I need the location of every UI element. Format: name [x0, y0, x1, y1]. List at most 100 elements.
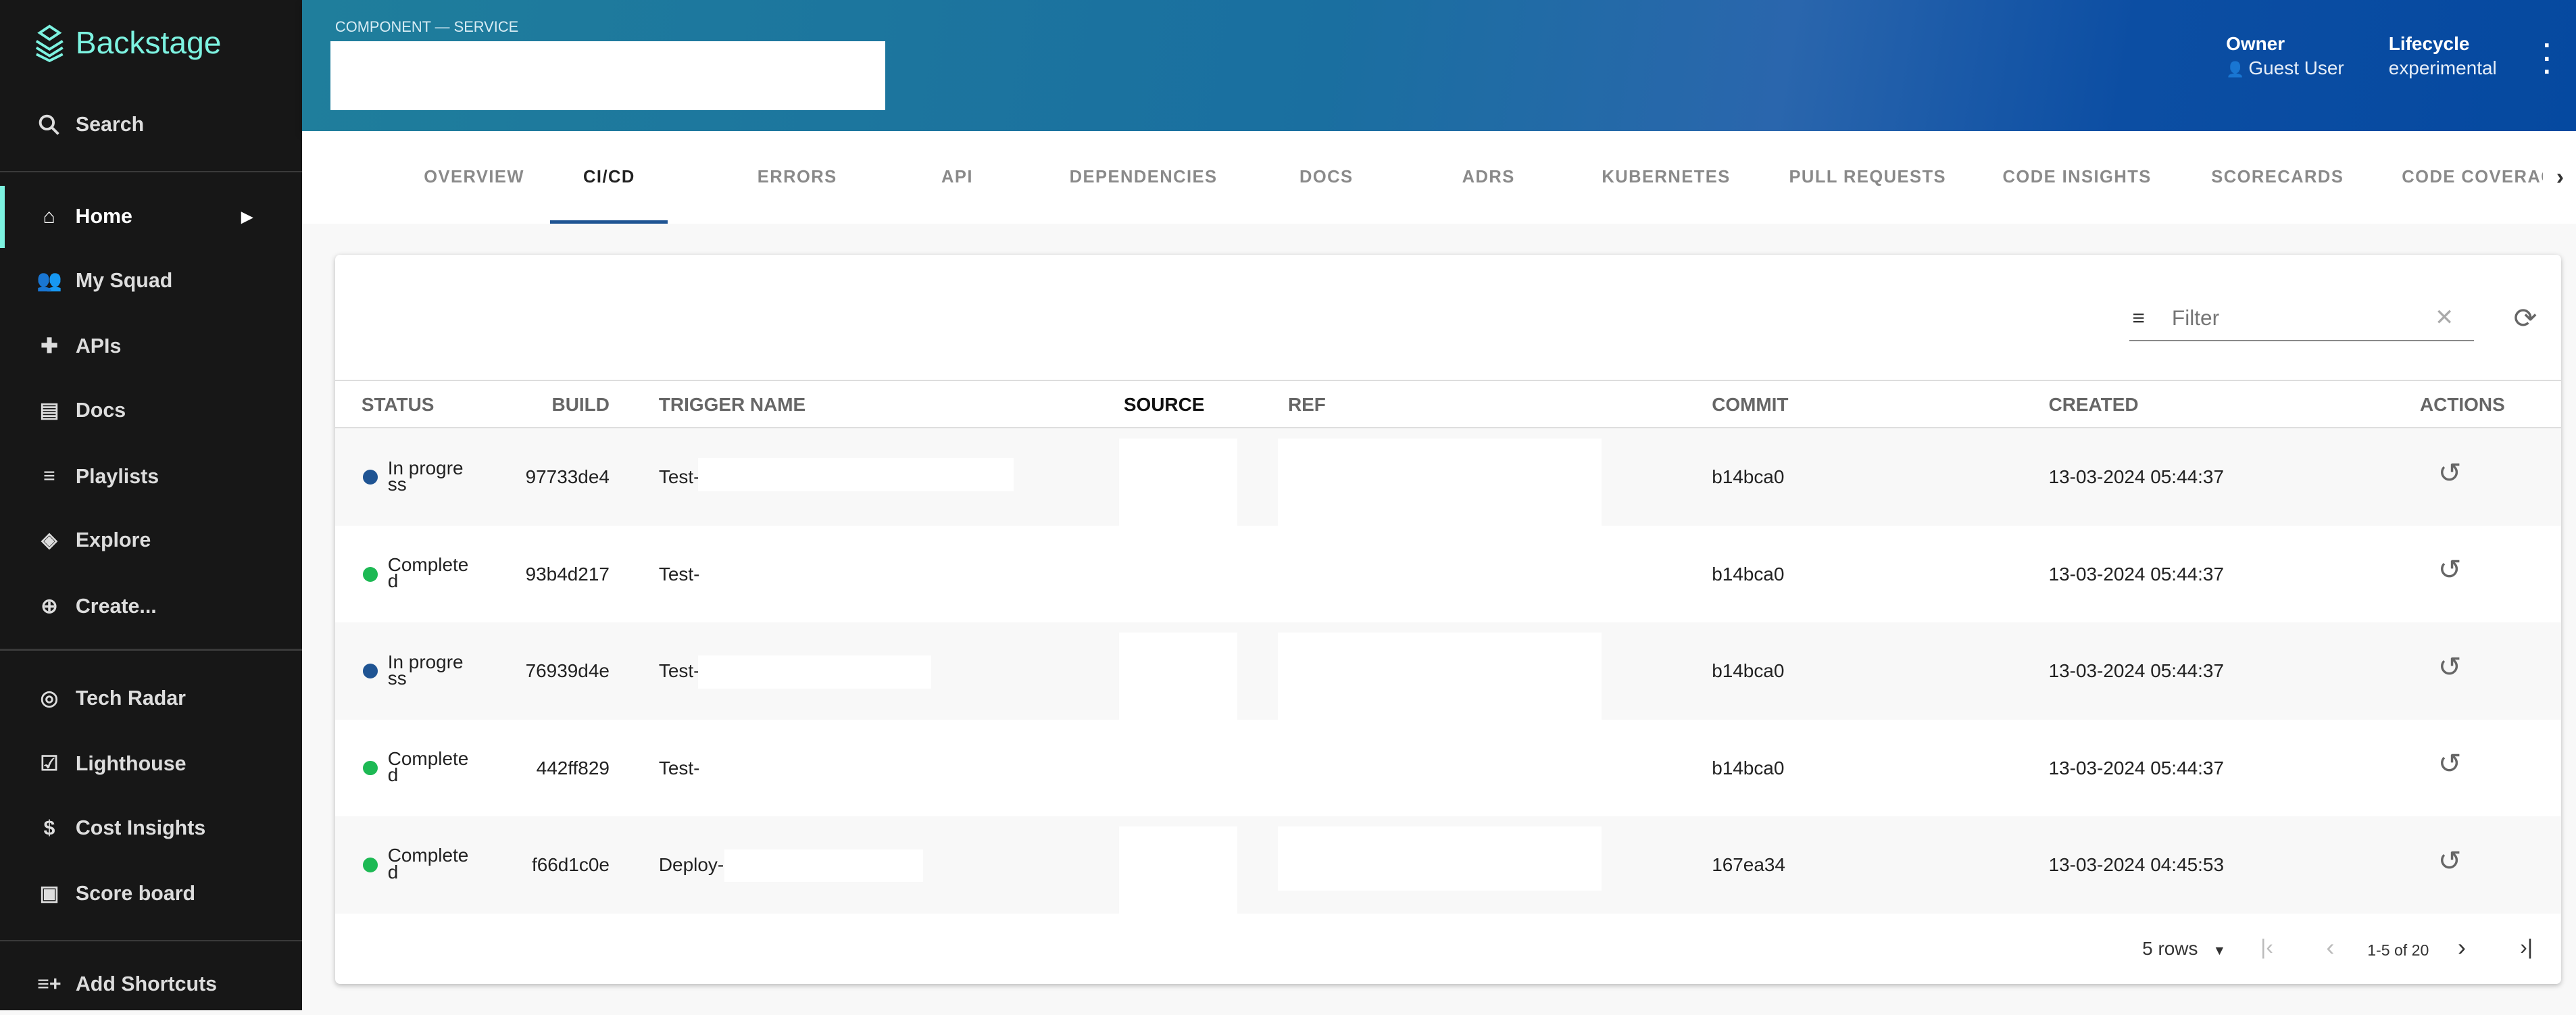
scroll-tabs-right-icon[interactable]: ›	[2556, 164, 2565, 191]
page-range: 1-5 of 20	[2367, 941, 2429, 959]
sidebar-item-lighthouse[interactable]: ☑ Lighthouse	[0, 733, 302, 795]
table-row[interactable]: Completed 93b4d217 Test-b14bca0 13-03-2024 …	[335, 526, 2561, 622]
refresh-icon[interactable]: ⟳	[2513, 303, 2537, 335]
sidebar-item-create[interactable]: ⊕ Create...	[0, 575, 302, 637]
scoreboard-icon: ▣	[39, 881, 59, 905]
tab-errors[interactable]: ERRORS	[757, 168, 837, 187]
commit-hash[interactable]: b14bca0	[1712, 563, 1785, 585]
entity-tabs: OVERVIEW CI/CD ERRORS API DEPENDENCIES D…	[302, 131, 2576, 224]
sidebar-item-cost-insights[interactable]: $ Cost Insights	[0, 797, 302, 859]
build-id[interactable]: 97733de4	[525, 466, 610, 488]
build-id[interactable]: f66d1c0e	[531, 854, 610, 876]
more-vert-icon[interactable]: · · ·	[2543, 31, 2552, 87]
puzzle-icon: ✚	[41, 335, 58, 358]
status-text: In progress	[387, 457, 464, 495]
table-row[interactable]: In progress 97733de4 Test-b14bca0 13-03-202…	[335, 428, 2562, 526]
tab-adrs[interactable]: ADRS	[1462, 168, 1515, 187]
filter-field[interactable]: ≡ ✕	[2129, 301, 2475, 342]
rerun-icon[interactable]: ↺	[2437, 554, 2462, 586]
person-icon: 👤	[2226, 61, 2249, 78]
rows-per-page-value: 5 rows	[2142, 938, 2198, 960]
table-row[interactable]: In progress 76939d4e Test-b14bca0 13-03-202…	[335, 622, 2562, 720]
build-id[interactable]: 442ff829	[536, 757, 610, 778]
redacted-ref	[1278, 439, 1602, 526]
commit-hash[interactable]: b14bca0	[1712, 660, 1785, 682]
column-commit[interactable]: COMMIT	[1712, 394, 1789, 415]
tab-dependencies[interactable]: DEPENDENCIES	[1069, 168, 1218, 187]
filter-input[interactable]	[2169, 303, 2422, 332]
tab-scorecards[interactable]: SCORECARDS	[2211, 168, 2344, 187]
owner-label: Owner	[2226, 32, 2285, 54]
status-text: Completed	[387, 748, 469, 786]
sidebar-search[interactable]: Search	[0, 94, 302, 156]
sidebar-item-playlists[interactable]: ≡ Playlists	[0, 445, 302, 508]
sidebar-item-label: Home	[75, 205, 132, 228]
sidebar-item-my-squad[interactable]: 👥 My Squad	[0, 250, 302, 312]
tab-docs[interactable]: DOCS	[1299, 168, 1354, 187]
playlist-add-icon: ≡+	[37, 972, 61, 995]
column-build[interactable]: BUILD	[551, 394, 610, 415]
status-text: Completed	[387, 845, 469, 883]
last-page-icon[interactable]: ›|	[2520, 935, 2533, 960]
redacted-trigger	[698, 655, 932, 689]
commit-hash[interactable]: 167ea34	[1712, 854, 1785, 876]
sidebar-item-docs[interactable]: ▤ Docs	[0, 380, 302, 442]
sidebar-item-explore[interactable]: ◈ Explore	[0, 510, 302, 572]
backstage-logo-icon	[35, 24, 64, 63]
sidebar: Backstage Search ⌂ Home ▶ 👥 My Squad ✚ API…	[0, 0, 303, 1011]
pagination: 5 rows ▼ |‹ ‹ 1-5 of 20 › ›|	[335, 914, 2561, 985]
doc-icon: ▤	[39, 399, 59, 422]
sidebar-search-label: Search	[75, 113, 145, 137]
sidebar-divider	[0, 939, 303, 941]
sidebar-item-tech-radar[interactable]: ◎ Tech Radar	[0, 667, 302, 729]
column-source[interactable]: SOURCE	[1123, 394, 1205, 415]
backstage-logo[interactable]: Backstage	[33, 23, 221, 63]
rows-per-page-select[interactable]: 5 rows ▼	[2142, 938, 2226, 960]
created-time: 13-03-2024 05:44:37	[2048, 563, 2224, 585]
commit-hash[interactable]: b14bca0	[1712, 466, 1785, 488]
clear-icon[interactable]: ✕	[2434, 304, 2454, 330]
trigger-name: Test-	[658, 563, 700, 585]
rerun-icon[interactable]: ↺	[2437, 457, 2462, 489]
trigger-name: Test-	[658, 757, 700, 778]
rerun-icon[interactable]: ↺	[2437, 651, 2462, 683]
sidebar-item-score-board[interactable]: ▣ Score board	[0, 862, 302, 924]
build-id[interactable]: 93b4d217	[525, 563, 610, 585]
tab-pull-requests[interactable]: PULL REQUESTS	[1789, 168, 1947, 187]
build-id[interactable]: 76939d4e	[525, 660, 610, 682]
tab-api[interactable]: API	[941, 168, 973, 187]
tab-code-insights[interactable]: CODE INSIGHTS	[2002, 168, 2152, 187]
tab-ci-cd[interactable]: CI/CD	[551, 131, 667, 224]
first-page-icon[interactable]: |‹	[2260, 935, 2273, 960]
table-row[interactable]: Completed f66d1c0e Deploy- 167ea34 13-03-202…	[335, 816, 2562, 914]
tab-code-coverage[interactable]: CODE COVERAG	[2402, 168, 2544, 187]
previous-page-icon[interactable]: ‹	[2326, 933, 2335, 961]
dropdown-arrow-icon: ▼	[2212, 943, 2227, 959]
created-time: 13-03-2024 05:44:37	[2048, 660, 2224, 682]
tab-kubernetes[interactable]: KUBERNETES	[1602, 168, 1731, 187]
next-page-icon[interactable]: ›	[2457, 933, 2467, 961]
status-dot-icon	[363, 858, 378, 872]
group-icon: 👥	[36, 269, 62, 293]
column-created[interactable]: CREATED	[2048, 394, 2139, 415]
rerun-icon[interactable]: ↺	[2437, 748, 2462, 780]
column-ref[interactable]: REF	[1287, 394, 1326, 415]
redacted-trigger	[724, 849, 924, 883]
column-trigger-name[interactable]: TRIGGER NAME	[658, 394, 806, 415]
rerun-icon[interactable]: ↺	[2437, 845, 2462, 876]
owner-info[interactable]: Owner 👤 Guest User	[2226, 33, 2344, 80]
filter-list-icon: ≡	[2132, 305, 2145, 330]
redacted-source	[1118, 439, 1237, 526]
column-status[interactable]: STATUS	[361, 394, 435, 415]
sidebar-add-shortcuts[interactable]: ≡+ Add Shortcuts	[0, 953, 302, 1015]
status-text: In progress	[387, 651, 464, 689]
sidebar-item-home[interactable]: ⌂ Home ▶	[0, 185, 307, 249]
sidebar-item-apis[interactable]: ✚ APIs	[0, 316, 302, 378]
trigger-name: Test-	[658, 660, 700, 682]
radar-icon: ◎	[40, 686, 59, 710]
commit-hash[interactable]: b14bca0	[1712, 757, 1785, 778]
table-row[interactable]: Completed 442ff829 Test-b14bca0 13-03-2024 …	[335, 720, 2561, 816]
redacted-source	[1118, 632, 1237, 720]
tab-overview[interactable]: OVERVIEW	[424, 168, 524, 187]
sidebar-item-label: Docs	[75, 399, 126, 422]
